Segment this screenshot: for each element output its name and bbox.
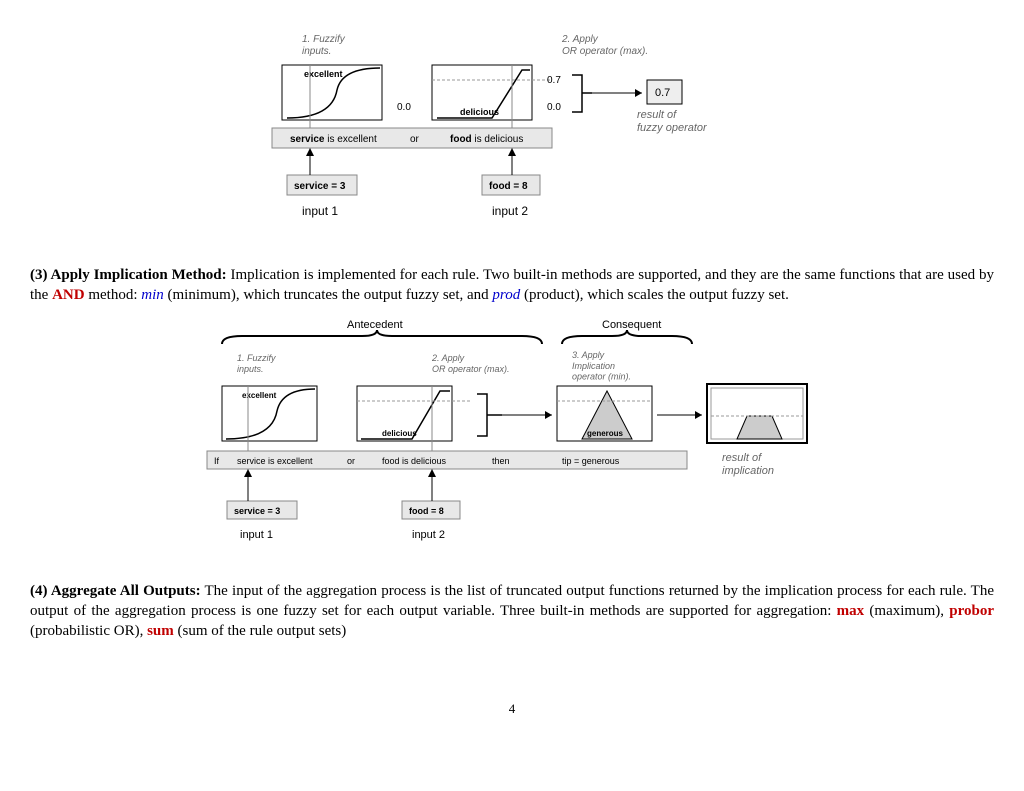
- val2-top: 0.7: [547, 75, 561, 86]
- consequent-label: Consequent: [602, 319, 661, 331]
- p4-sum: sum: [147, 623, 174, 639]
- val2-bot: 0.0: [547, 102, 561, 113]
- svg-text:service = 3: service = 3: [234, 506, 280, 516]
- box2-label: delicious: [460, 107, 499, 117]
- figure2-svg: Antecedent Consequent 1. Fuzzifyinputs. …: [182, 316, 842, 566]
- p4-max: max: [837, 603, 865, 619]
- result-val: 0.7: [655, 87, 670, 99]
- p3-t4: (product), which scales the output fuzzy…: [520, 287, 789, 303]
- svg-text:tip = generous: tip = generous: [562, 456, 620, 466]
- rule-left: service is excellent: [290, 134, 377, 145]
- svg-text:food is delicious: food is delicious: [382, 456, 447, 466]
- rule-right: food is delicious: [450, 134, 523, 145]
- input1-box: service = 3: [294, 181, 346, 192]
- f2-result-text: result ofimplication: [722, 452, 774, 477]
- svg-text:food = 8: food = 8: [409, 506, 444, 516]
- f2-step3: 3. ApplyImplicationoperator (min).: [572, 350, 631, 382]
- step2-label: 2. ApplyOR operator (max).: [561, 34, 648, 57]
- p3-t3: (minimum), which truncates the output fu…: [164, 287, 493, 303]
- svg-text:service is excellent: service is excellent: [237, 456, 313, 466]
- step1-label: 1. Fuzzifyinputs.: [302, 34, 346, 57]
- mf-box-excellent: excellent: [282, 65, 382, 175]
- result-text: result offuzzy operator: [637, 109, 708, 134]
- p3-heading: (3) Apply Implication Method:: [30, 267, 227, 283]
- svg-text:then: then: [492, 456, 510, 466]
- p4-t2: (maximum),: [864, 603, 949, 619]
- svg-text:excellent: excellent: [242, 391, 277, 400]
- svg-text:delicious: delicious: [382, 429, 417, 438]
- rule-mid: or: [410, 134, 420, 145]
- input2-box: food = 8: [489, 181, 528, 192]
- p4-probor: probor: [949, 603, 994, 619]
- p3-t2: method:: [85, 287, 142, 303]
- input2-label: input 2: [492, 204, 528, 218]
- f2-box-result: [707, 384, 807, 443]
- svg-text:input 1: input 1: [240, 529, 273, 541]
- figure-implication: Antecedent Consequent 1. Fuzzifyinputs. …: [30, 316, 994, 571]
- svg-text:or: or: [347, 456, 355, 466]
- svg-text:input 2: input 2: [412, 529, 445, 541]
- figure-fuzzify-or: 1. Fuzzifyinputs. 2. ApplyOR operator (m…: [30, 30, 994, 255]
- p4-heading: (4) Aggregate All Outputs:: [30, 583, 201, 599]
- f2-box-generous: generous: [557, 386, 652, 441]
- page-number: 4: [30, 701, 994, 717]
- f2-box-excellent: excellent: [222, 386, 317, 501]
- input1-label: input 1: [302, 204, 338, 218]
- p3-and: AND: [52, 287, 85, 303]
- mf-box-delicious: delicious: [432, 65, 552, 175]
- figure1-svg: 1. Fuzzifyinputs. 2. ApplyOR operator (m…: [242, 30, 782, 250]
- val1: 0.0: [397, 102, 411, 113]
- p4-t4: (sum of the rule output sets): [174, 623, 346, 639]
- svg-text:generous: generous: [587, 429, 624, 438]
- f2-box-delicious: delicious: [357, 386, 472, 501]
- svg-text:If: If: [214, 456, 220, 466]
- f2-step2: 2. ApplyOR operator (max).: [431, 353, 510, 374]
- antecedent-label: Antecedent: [347, 319, 403, 331]
- p3-min: min: [141, 287, 164, 303]
- paragraph-implication: (3) Apply Implication Method: Implicatio…: [30, 265, 994, 306]
- paragraph-aggregate: (4) Aggregate All Outputs: The input of …: [30, 581, 994, 642]
- p4-t3: (probabilistic OR),: [30, 623, 147, 639]
- p3-prod: prod: [492, 287, 520, 303]
- f2-step1: 1. Fuzzifyinputs.: [237, 353, 276, 374]
